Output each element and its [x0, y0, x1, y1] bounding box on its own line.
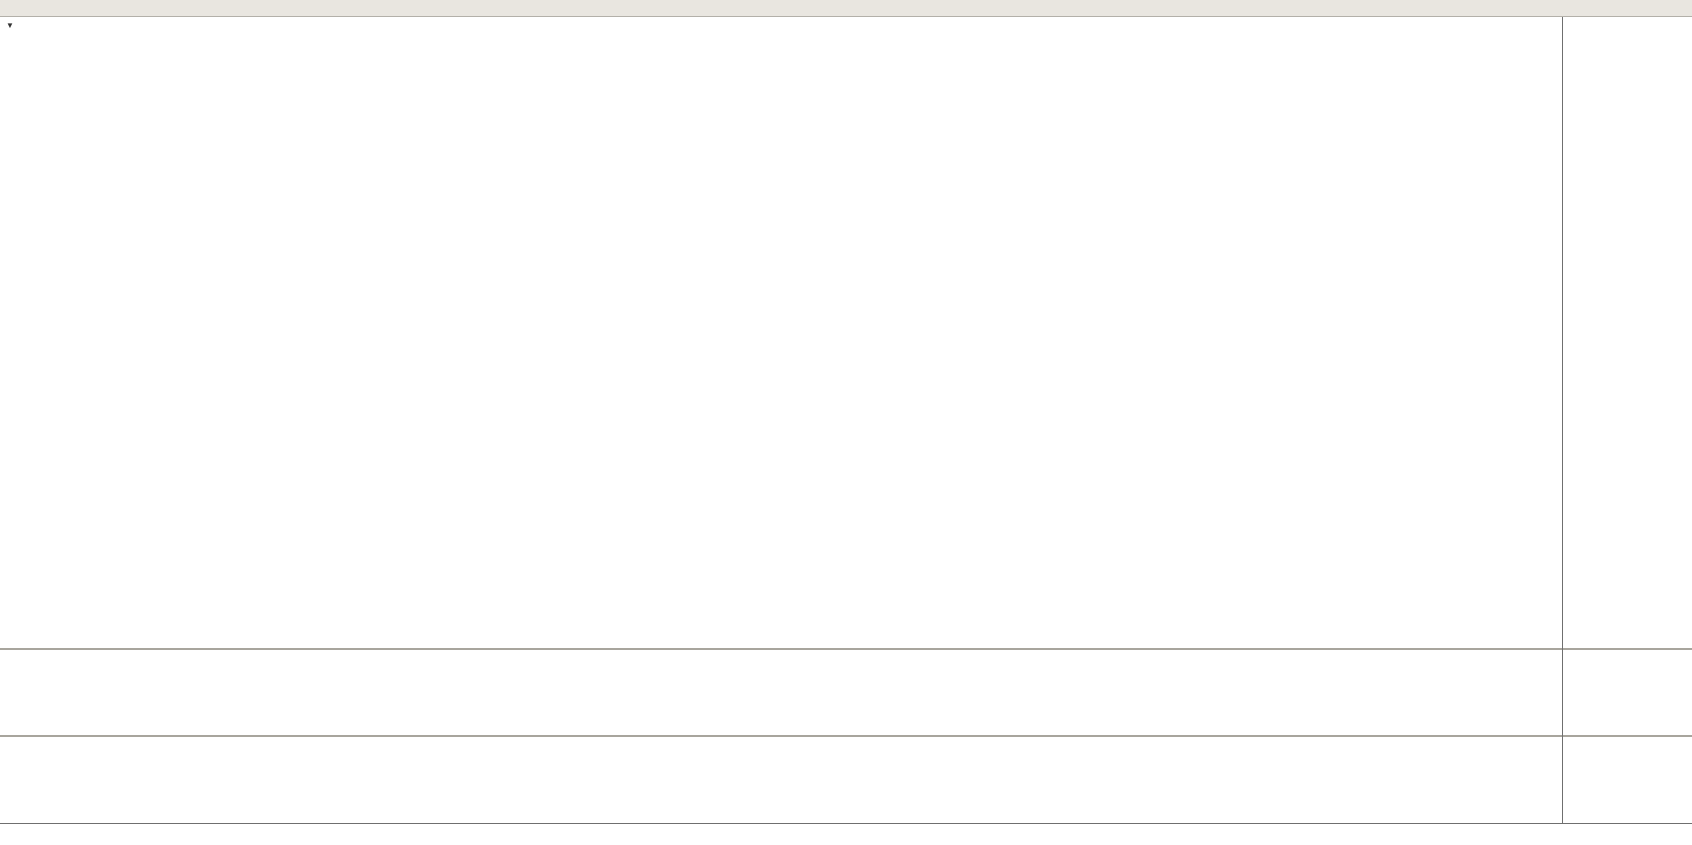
time-axis[interactable] — [0, 824, 1562, 845]
price-axis[interactable] — [1563, 16, 1692, 823]
panel-separator-rsi[interactable] — [0, 735, 1692, 737]
chart-ohlc-title: ▼ — [6, 21, 49, 30]
price-axis-border — [1562, 16, 1563, 823]
panel-separator-macd[interactable] — [0, 648, 1692, 650]
one-click-trading-toggle[interactable]: ▼ — [6, 21, 14, 30]
time-axis-border — [0, 823, 1692, 824]
toolbar — [0, 0, 1692, 17]
